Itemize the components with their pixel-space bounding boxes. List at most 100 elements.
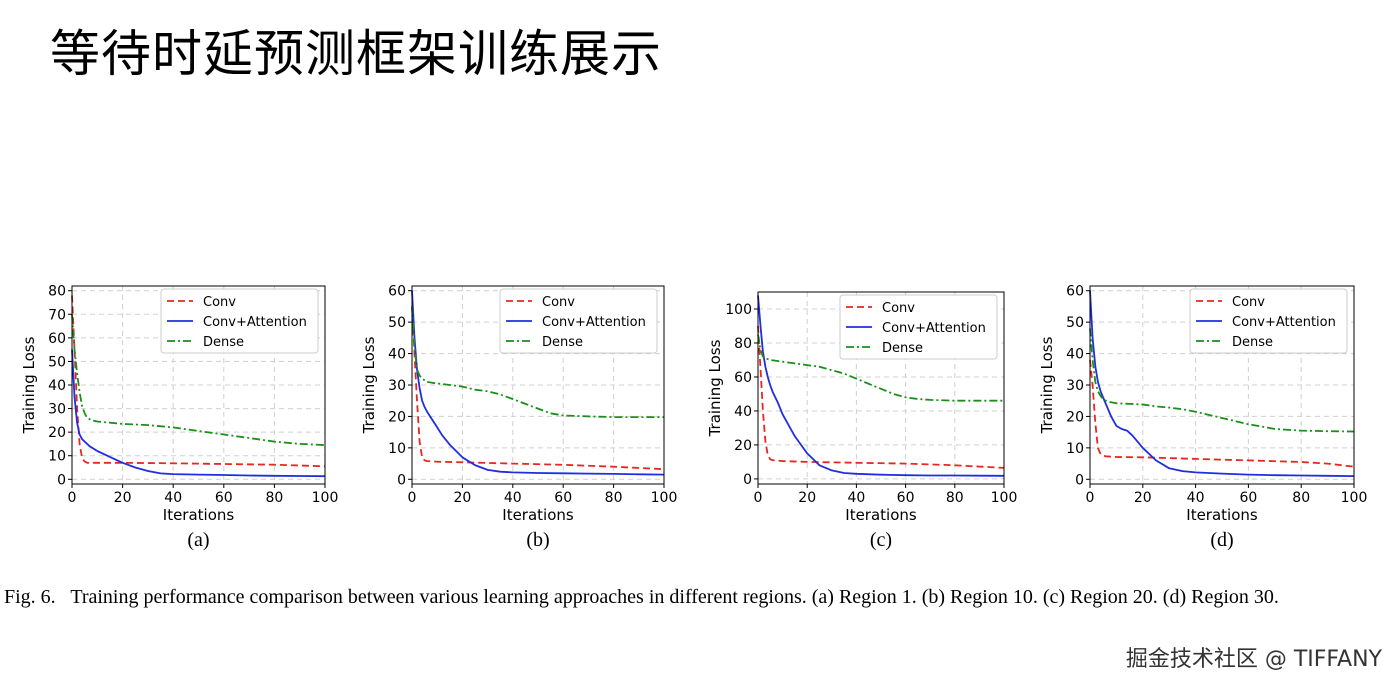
x-tick-label: 60 (897, 490, 915, 506)
series-line-conv (1089, 359, 1355, 468)
y-tick-label: 40 (1066, 347, 1084, 363)
x-tick-label: 0 (408, 490, 417, 506)
loss-chart-a: 0 20 40 60 80 100 0 10 20 30 40 50 60 70 80 Iterations T… (20, 284, 339, 551)
chart-panel-d: 0 20 40 60 80 100 0 10 20 30 40 50 60 Iterations Train… (1018, 272, 1367, 562)
y-tick-label: 60 (388, 284, 406, 300)
y-tick-label: 70 (48, 307, 66, 323)
legend-entry: Dense (203, 335, 244, 350)
legend-box (499, 288, 658, 354)
x-tick-label: 40 (504, 490, 522, 506)
x-tick-label: 80 (265, 490, 283, 506)
y-tick-label: 0 (743, 472, 752, 488)
legend-entry: Conv (882, 301, 915, 316)
y-tick-label: 50 (1066, 315, 1084, 331)
series-line-dense (757, 334, 1004, 402)
x-tick-label: 100 (312, 490, 339, 506)
loss-chart-b: 0 20 40 60 80 1000102030405060IterationsTrain… (360, 284, 678, 551)
x-tick-label: 80 (1292, 490, 1310, 506)
y-tick-label: 60 (734, 370, 752, 386)
panel-label: (c) (870, 529, 892, 551)
series-line-dense (1089, 328, 1355, 433)
y-tick-label: 40 (734, 404, 752, 420)
legend-entry: Conv (542, 295, 575, 310)
series-line-conv-attention (71, 349, 326, 478)
x-tick-label: 0 (754, 490, 763, 506)
figure-caption-text: Training performance comparison between … (70, 586, 1279, 608)
y-tick-label: 80 (48, 284, 66, 300)
chart-panel-a: 0 20 40 60 80 100 0 10 20 30 40 50 60 70 80 Iterations T… (0, 272, 345, 562)
legend-entry: Conv (1232, 295, 1265, 310)
series-line-conv-attention (1089, 290, 1355, 477)
series-line-conv-attention (411, 290, 665, 476)
series-line-dense (71, 314, 326, 446)
x-tick-label: 80 (605, 490, 623, 506)
figure-caption: Fig. 6. Training performance comparison … (4, 586, 1396, 609)
y-tick-label: 0 (1075, 472, 1084, 488)
y-tick-label: 30 (1066, 378, 1084, 394)
legend-box (839, 294, 998, 360)
legend-entry: Dense (542, 335, 583, 350)
y-tick-label: 20 (1066, 409, 1084, 425)
y-tick-label: 10 (388, 441, 406, 457)
y-tick-label: 30 (388, 378, 406, 394)
y-tick-label: 60 (1066, 284, 1084, 300)
x-tick-label: 100 (651, 490, 678, 506)
legend-entry: Conv+Attention (882, 321, 986, 336)
x-tick-label: 40 (847, 490, 865, 506)
y-tick-label: 100 (725, 302, 752, 318)
x-tick-label: 80 (946, 490, 964, 506)
legend-entry: Dense (882, 341, 923, 356)
x-tick-label: 40 (164, 490, 182, 506)
x-tick-label: 60 (215, 490, 233, 506)
y-tick-label: 0 (57, 472, 66, 488)
legend-entry: Conv+Attention (542, 315, 646, 330)
series-line-conv-attention (757, 295, 1005, 477)
x-tick-label: 40 (1187, 490, 1205, 506)
series-line-dense (411, 306, 664, 419)
x-tick-label: 60 (554, 490, 572, 506)
y-tick-label: 20 (388, 409, 406, 425)
panel-label: (b) (526, 529, 549, 551)
loss-chart-c: 0 20 40 60 80 100 0 20 40 60 80 100 Iterations Traini… (706, 291, 1017, 551)
x-axis-label: Iterations (502, 506, 574, 524)
panel-label: (d) (1210, 529, 1233, 551)
watermark: 掘金技术社区 @ TIFFANY (1125, 647, 1382, 672)
panel-label: (a) (187, 529, 209, 551)
figure-caption-label: Fig. 6. (4, 586, 56, 608)
x-axis-label: Iterations (845, 506, 917, 524)
y-axis-label: Training Loss (1038, 336, 1056, 434)
series-line-conv (411, 306, 665, 471)
y-tick-label: 20 (734, 438, 752, 454)
x-tick-label: 20 (114, 490, 132, 506)
legend-entry: Dense (1232, 335, 1273, 350)
y-tick-label: 20 (48, 425, 66, 441)
y-tick-label: 50 (48, 354, 66, 370)
y-tick-label: 0 (397, 472, 406, 488)
y-tick-label: 80 (734, 336, 752, 352)
x-axis-label: Iterations (163, 506, 235, 524)
plot-frame (757, 291, 1005, 485)
x-tick-label: 100 (1341, 490, 1368, 506)
y-tick-label: 40 (388, 347, 406, 363)
y-axis-label: Training Loss (360, 336, 378, 434)
y-tick-label: 60 (48, 331, 66, 347)
y-tick-label: 40 (48, 378, 66, 394)
x-tick-label: 20 (1134, 490, 1152, 506)
y-axis-label: Training Loss (20, 336, 38, 434)
y-tick-label: 10 (1066, 441, 1084, 457)
legend-box (1189, 288, 1348, 354)
y-tick-label: 10 (48, 449, 66, 465)
legend-entry: Conv+Attention (203, 315, 307, 330)
x-axis-label: Iterations (1186, 506, 1258, 524)
chart-panel-b: 0 20 40 60 80 100 0 10 20 30 40 50 60 Iterations Train… (340, 272, 685, 562)
y-tick-label: 30 (48, 402, 66, 418)
x-tick-label: 60 (1239, 490, 1257, 506)
legend-box (160, 288, 319, 354)
legend-entry: Conv (203, 295, 236, 310)
slide-title: 等待时延预测框架训练展示 (50, 25, 662, 83)
loss-chart-d: 0 20 40 60 80 1000102030405060IterationsTrain… (1038, 284, 1367, 551)
series-line-conv (71, 295, 326, 468)
legend-entry: Conv+Attention (1232, 315, 1336, 330)
series-line-conv (757, 325, 1005, 469)
chart-panel-c: 0 20 40 60 80 100 0 20 40 60 80 100 Iterations Traini… (680, 272, 1025, 562)
